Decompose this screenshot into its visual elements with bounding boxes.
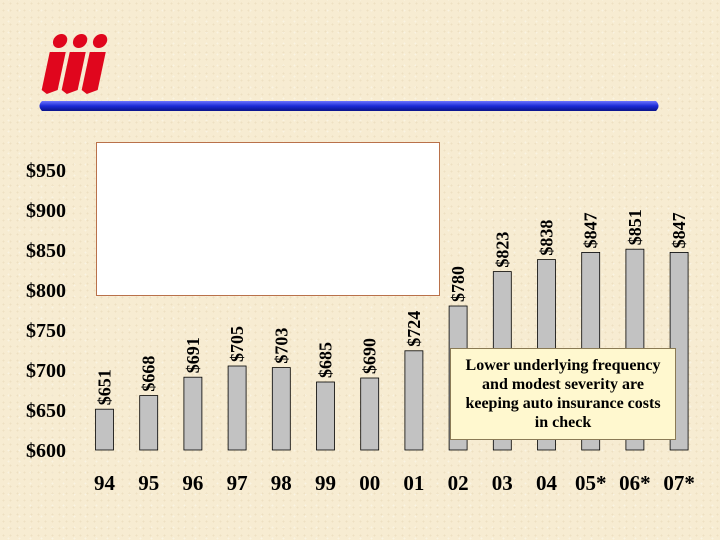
bar bbox=[183, 376, 203, 451]
y-tick-label: $600 bbox=[26, 440, 66, 462]
x-tick-label: 05* bbox=[575, 471, 607, 495]
y-axis-labels: $600 $650 $700 $750 $800 $850 $900 $950 bbox=[26, 160, 66, 462]
data-label: $685 bbox=[316, 342, 336, 378]
x-tick-label: 06* bbox=[619, 471, 651, 495]
x-tick-label: 99 bbox=[315, 471, 336, 495]
iii-logo bbox=[41, 34, 108, 94]
x-tick-label: 00 bbox=[359, 471, 380, 495]
blank-white-panel bbox=[96, 142, 440, 296]
x-tick-label: 01 bbox=[403, 471, 424, 495]
y-tick-label: $900 bbox=[26, 200, 66, 222]
title-divider-bar bbox=[39, 101, 659, 111]
data-label: $690 bbox=[360, 338, 380, 374]
x-tick-label: 95 bbox=[138, 471, 159, 495]
data-label: $703 bbox=[271, 328, 291, 364]
bar bbox=[139, 395, 159, 451]
data-label: $705 bbox=[227, 326, 247, 362]
x-tick-label: 02 bbox=[448, 471, 469, 495]
bar bbox=[227, 365, 247, 451]
callout-text: Lower underlying frequency and modest se… bbox=[465, 357, 661, 431]
data-label: $838 bbox=[537, 220, 557, 256]
bar bbox=[271, 367, 291, 451]
x-tick-label: 03 bbox=[492, 471, 513, 495]
x-tick-label: 04 bbox=[536, 471, 558, 495]
data-label: $823 bbox=[492, 232, 512, 268]
x-tick-label: 07* bbox=[663, 471, 695, 495]
x-tick-label: 98 bbox=[271, 471, 292, 495]
data-label: $651 bbox=[95, 369, 115, 405]
callout-box: Lower underlying frequency and modest se… bbox=[450, 348, 676, 440]
bar bbox=[316, 381, 335, 451]
bar bbox=[95, 408, 114, 451]
data-label: $847 bbox=[581, 212, 601, 248]
data-label: $691 bbox=[183, 337, 203, 373]
bar bbox=[404, 350, 424, 451]
y-tick-label: $700 bbox=[26, 360, 66, 382]
y-tick-label: $800 bbox=[26, 280, 66, 302]
data-label: $780 bbox=[448, 266, 468, 302]
data-label: $668 bbox=[139, 356, 159, 392]
y-tick-label: $750 bbox=[26, 320, 66, 342]
data-label: $851 bbox=[625, 209, 645, 245]
x-axis-labels: 94 95 96 97 98 99 00 01 02 03 04 05* 06* 07* bbox=[94, 471, 695, 495]
x-tick-label: 94 bbox=[94, 471, 116, 495]
y-tick-label: $950 bbox=[26, 160, 66, 182]
value-labels: $651 $668 $691 $705 $703 $685 $690 $724 $780 $823… bbox=[95, 209, 690, 405]
x-tick-label: 97 bbox=[227, 471, 248, 495]
x-tick-label: 96 bbox=[182, 471, 203, 495]
bar bbox=[360, 377, 380, 451]
data-label: $847 bbox=[669, 212, 689, 248]
y-tick-label: $850 bbox=[26, 240, 66, 262]
y-tick-label: $650 bbox=[26, 400, 66, 422]
data-label: $724 bbox=[404, 311, 424, 347]
